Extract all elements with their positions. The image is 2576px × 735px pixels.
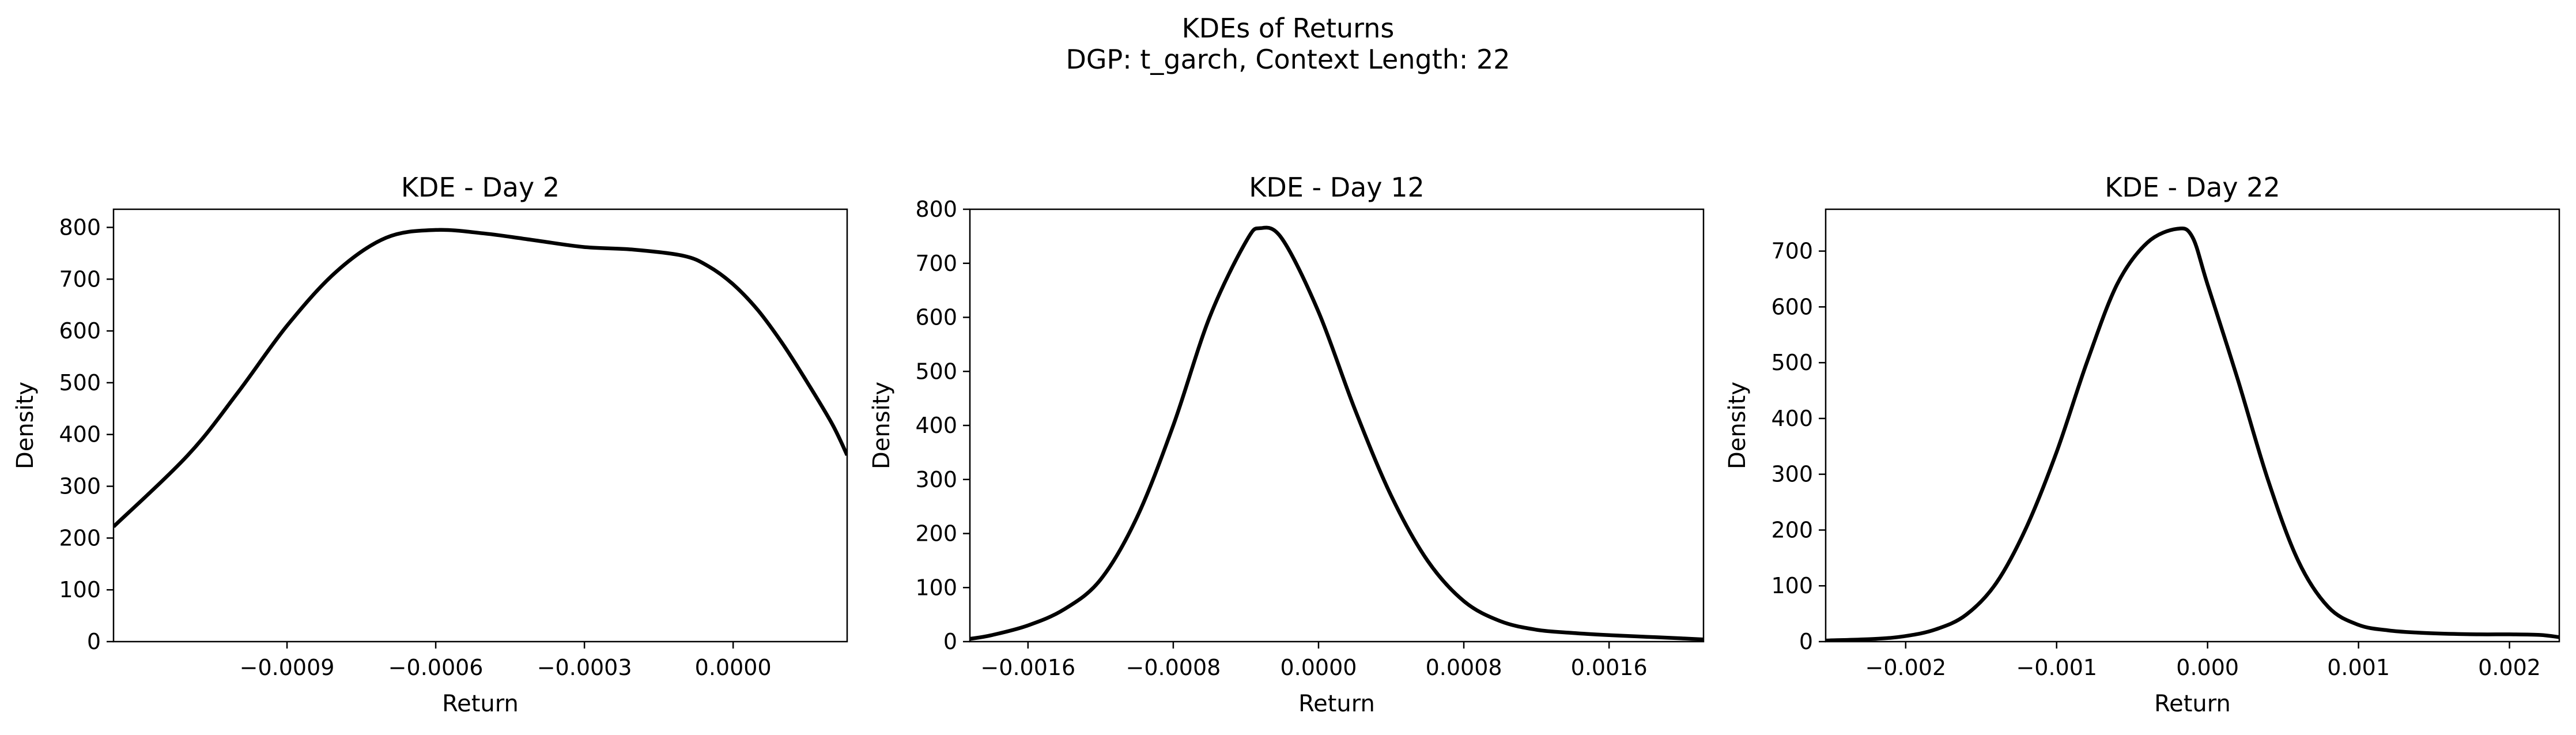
y-tick-label: 200 (915, 521, 957, 546)
y-tick-label: 0 (943, 629, 957, 654)
y-tick-label: 400 (915, 413, 957, 438)
axes-frame (969, 208, 1705, 643)
y-tick-label: 400 (1771, 406, 1813, 431)
figure-subtitle: DGP: t_garch, Context Length: 22 (1066, 44, 1510, 75)
y-tick-label: 600 (59, 318, 101, 344)
x-tick-label: −0.0006 (388, 655, 484, 680)
x-tick-label: 0.0008 (1426, 655, 1502, 680)
y-tick-label: 700 (59, 266, 101, 292)
x-tick-label: −0.0003 (537, 655, 632, 680)
subplot-2: −0.0016 −0.0008 0.0000 0.0008 0.0016 0 100 200 3… (868, 172, 1705, 717)
y-axis-label: Density (868, 382, 895, 469)
x-tick-label: 0.0000 (695, 655, 772, 680)
y-tick-label: 700 (1771, 239, 1813, 264)
y-tick-label: 0 (87, 629, 101, 654)
y-tick-label: 500 (1771, 350, 1813, 375)
y-tick-label: 600 (1771, 294, 1813, 319)
y-tick-label: 800 (915, 197, 957, 222)
y-tick-label: 700 (915, 251, 957, 276)
x-axis-label: Return (1298, 691, 1375, 717)
kde-line-1 (114, 228, 847, 528)
axes-frame (1825, 208, 2560, 643)
x-tick-label: −0.001 (2016, 655, 2097, 680)
x-axis-label: Return (2154, 691, 2231, 717)
x-tick-label: −0.0016 (980, 655, 1075, 680)
y-tick-label: 500 (915, 359, 957, 384)
y-tick-label: 500 (59, 370, 101, 395)
y-tick-label: 100 (915, 575, 957, 600)
x-axis-label: Return (442, 691, 519, 717)
x-tick-label: 0.0016 (1571, 655, 1648, 680)
y-tick-label: 300 (59, 474, 101, 499)
figure-title: KDEs of Returns (1181, 13, 1395, 44)
x-tick-label: −0.0008 (1126, 655, 1221, 680)
y-tick-label: 100 (59, 577, 101, 602)
kde-line-3 (1826, 226, 2559, 642)
y-tick-label: 300 (1771, 462, 1813, 487)
subplot-1: −0.0009 −0.0006 −0.0003 0.0000 0 100 200 300 400… (12, 172, 848, 717)
y-tick-label: 600 (915, 305, 957, 330)
y-tick-label: 300 (915, 467, 957, 492)
x-tick-label: 0.000 (2176, 655, 2239, 680)
subplot-title: KDE - Day 22 (2105, 172, 2280, 203)
x-tick-label: −0.0009 (240, 655, 335, 680)
subplot-3: −0.002 −0.001 0.000 0.001 0.002 0 100 200 300 400… (1724, 172, 2560, 717)
y-tick-label: 200 (1771, 517, 1813, 542)
y-axis-label: Density (1724, 382, 1751, 469)
y-axis-label: Density (12, 382, 39, 469)
y-tick-label: 400 (59, 422, 101, 447)
kde-line-2 (970, 225, 1704, 642)
x-tick-label: 0.0000 (1281, 655, 1357, 680)
axes-frame (112, 208, 848, 643)
subplot-title: KDE - Day 12 (1249, 172, 1424, 203)
y-tick-label: 100 (1771, 573, 1813, 598)
y-tick-label: 800 (59, 214, 101, 240)
y-tick-label: 0 (1799, 629, 1813, 654)
x-tick-label: −0.002 (1865, 655, 1947, 680)
y-tick-label: 200 (59, 525, 101, 551)
x-tick-label: 0.002 (2478, 655, 2541, 680)
subplot-title: KDE - Day 2 (401, 172, 560, 203)
x-tick-label: 0.001 (2327, 655, 2390, 680)
